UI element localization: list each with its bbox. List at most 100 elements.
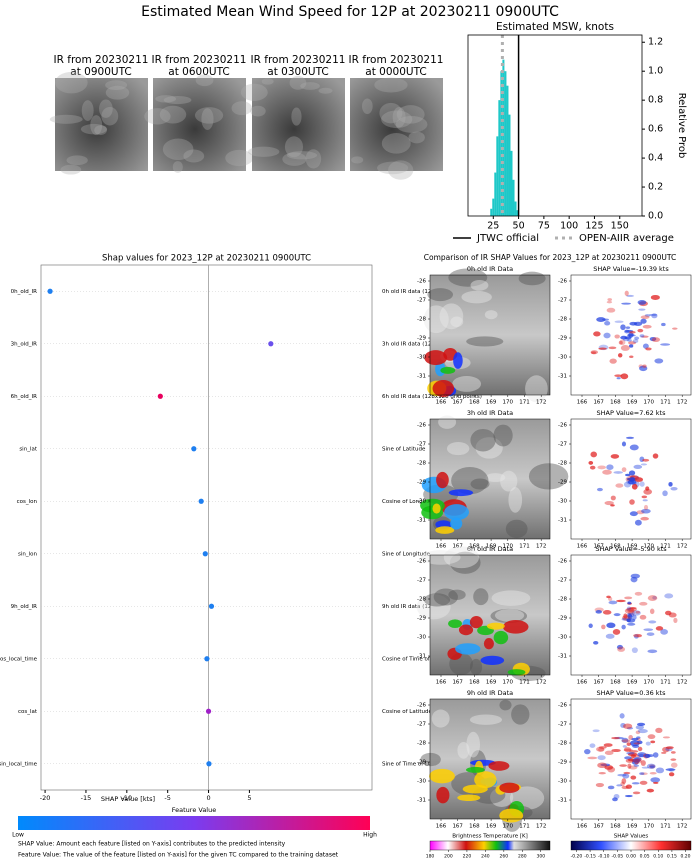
ir-cloud: [508, 487, 523, 513]
lat-tick-label: -31: [417, 374, 426, 380]
shap-blob: [612, 628, 621, 635]
ir-cloud: [528, 463, 569, 490]
shap-blob: [649, 336, 657, 342]
shap-blob: [629, 355, 634, 358]
ir-cloud: [466, 336, 504, 347]
ir-caption: IR from 20230211: [349, 54, 444, 66]
colorbar-tick-label: 260: [500, 854, 509, 860]
shap-blob: [633, 633, 642, 638]
cloud: [305, 149, 322, 169]
ir-cloud: [450, 316, 464, 328]
hist-bar: [510, 150, 513, 216]
cloud: [101, 106, 119, 126]
shap-blob: [665, 610, 672, 616]
ir-cloud: [448, 589, 466, 600]
lat-tick-label: -30: [558, 355, 567, 361]
shap-blob: [636, 634, 643, 638]
ir-cloud: [457, 742, 470, 759]
shap-blob: [584, 748, 591, 755]
ir-warm: [507, 669, 526, 676]
shap-blob: [626, 751, 635, 755]
shap-blob: [641, 508, 651, 514]
shap-blob: [623, 613, 628, 619]
ir-cloud: [431, 709, 450, 728]
shap-blob: [634, 758, 640, 765]
shap-blob: [593, 640, 599, 645]
shap-blob: [668, 482, 673, 487]
shap-blob: [640, 516, 649, 521]
shap-blob: [614, 374, 622, 377]
lat-tick-label: -29: [417, 480, 426, 486]
lon-tick-label: 168: [610, 824, 621, 830]
lon-tick-label: 170: [503, 544, 514, 550]
shap-blob: [649, 608, 655, 615]
lat-tick-label: -29: [558, 336, 567, 342]
lon-tick-label: 172: [536, 824, 547, 830]
ir-warm: [469, 616, 483, 629]
shap-blob: [643, 628, 654, 631]
shap-blob: [650, 294, 660, 300]
lat-tick-label: -27: [558, 722, 567, 728]
lat-tick-label: -27: [417, 578, 426, 584]
shap-blob: [614, 334, 620, 339]
ir-map: [430, 275, 550, 395]
lat-tick-label: -30: [417, 355, 426, 361]
shap-blob: [617, 646, 626, 652]
shap-blob: [637, 746, 643, 752]
shap-blob: [639, 334, 645, 338]
ir-cloud: [473, 588, 489, 606]
shap-blob: [621, 739, 631, 743]
shap-blob: [608, 346, 617, 350]
shap-blob: [626, 612, 632, 619]
feature-description: Sine of Latitude: [382, 446, 426, 452]
lon-tick-label: 167: [452, 824, 463, 830]
y-tick-label: 0.6: [648, 124, 663, 135]
hist-bar: [516, 210, 519, 216]
ir-cloud: [439, 303, 464, 330]
shap-blob: [649, 765, 655, 768]
ir-panel-title: 0h old IR Data: [467, 265, 513, 273]
colorbar-tick-label: 0.00: [626, 854, 636, 860]
x-tick-label: 75: [538, 221, 550, 232]
x-tick-label: 0: [206, 794, 210, 802]
ir-warm: [480, 655, 505, 666]
lon-tick-label: 171: [519, 680, 530, 686]
lon-tick-label: 170: [503, 680, 514, 686]
shap-blob: [629, 740, 640, 747]
ir-warm: [483, 638, 494, 650]
shap-blob: [620, 344, 630, 351]
cloud: [225, 149, 254, 167]
x-tick-label: -15: [81, 794, 92, 802]
ir-cloud: [420, 752, 441, 767]
lon-tick-label: 172: [536, 544, 547, 550]
shap-blob: [611, 748, 621, 753]
shap-blob: [625, 436, 635, 439]
lon-tick-label: 172: [677, 824, 688, 830]
shap-blob: [591, 351, 597, 355]
ir-cloud: [505, 519, 528, 539]
shap-blob: [609, 358, 617, 364]
lon-tick-label: 168: [610, 544, 621, 550]
ir-caption: IR from 20230211: [251, 54, 346, 66]
feature-label: 6h_old_IR: [11, 394, 37, 400]
feature-label: 9h_old_IR: [11, 604, 37, 610]
lon-tick-label: 166: [577, 680, 588, 686]
shap-blob: [642, 324, 652, 329]
shap-blob: [621, 441, 627, 447]
cloud: [247, 146, 280, 157]
shap-blob: [643, 488, 653, 495]
shap-blob: [606, 307, 616, 313]
hist-bar: [508, 114, 511, 216]
shap-blob: [612, 797, 618, 802]
shap-blob: [613, 613, 621, 617]
colorbar-tick-label: 200: [444, 854, 453, 860]
shap-blob: [627, 752, 638, 757]
shap-blob: [637, 729, 648, 734]
shap-blob: [633, 464, 643, 470]
shap-blob: [621, 737, 629, 743]
colorbar-tick-label: 280: [518, 854, 527, 860]
shap-blob: [668, 768, 675, 772]
hist-bar: [498, 100, 501, 216]
shap-blob: [632, 744, 640, 748]
lon-tick-label: 169: [486, 824, 497, 830]
